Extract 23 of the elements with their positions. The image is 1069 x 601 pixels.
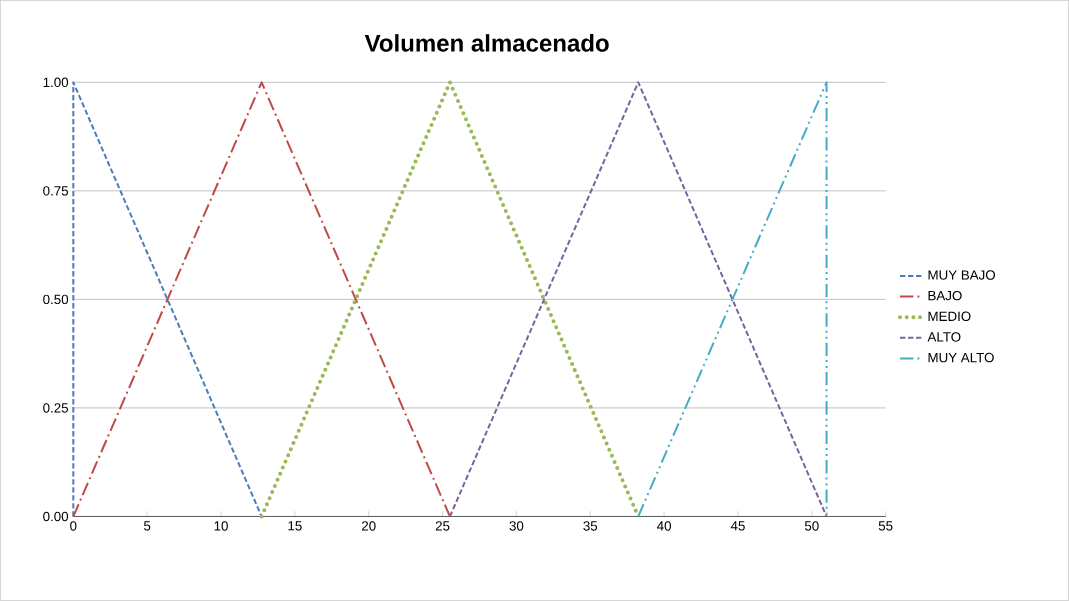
x-tick-label: 5 xyxy=(143,521,151,531)
x-tick-label: 10 xyxy=(214,521,228,531)
chart-title: Volumen almacenado xyxy=(364,34,609,52)
x-tick-label: 55 xyxy=(878,521,893,531)
legend-label: BAJO xyxy=(928,291,962,301)
legend-label: ALTO xyxy=(927,332,961,342)
y-tick-label: 0.25 xyxy=(43,403,69,413)
x-tick-label: 35 xyxy=(583,521,598,531)
x-tick-label: 50 xyxy=(804,521,819,531)
x-tick-label: 30 xyxy=(509,521,524,531)
y-tick-label: 1.00 xyxy=(43,77,69,88)
x-tick-label: 45 xyxy=(730,521,745,531)
legend-label: MEDIO xyxy=(928,311,971,322)
y-tick-label: 0.00 xyxy=(43,511,69,522)
legend-label: MUY BAJO xyxy=(928,270,996,280)
x-tick-label: 40 xyxy=(657,521,671,531)
y-tick-label: 0.75 xyxy=(43,186,69,196)
x-tick-label: 20 xyxy=(361,521,376,531)
x-tick-label: 25 xyxy=(435,521,450,531)
x-tick-label: 0 xyxy=(70,521,77,531)
legend-label: MUY ALTO xyxy=(928,352,994,363)
x-tick-label: 15 xyxy=(288,521,302,531)
y-tick-label: 0.50 xyxy=(43,294,69,305)
